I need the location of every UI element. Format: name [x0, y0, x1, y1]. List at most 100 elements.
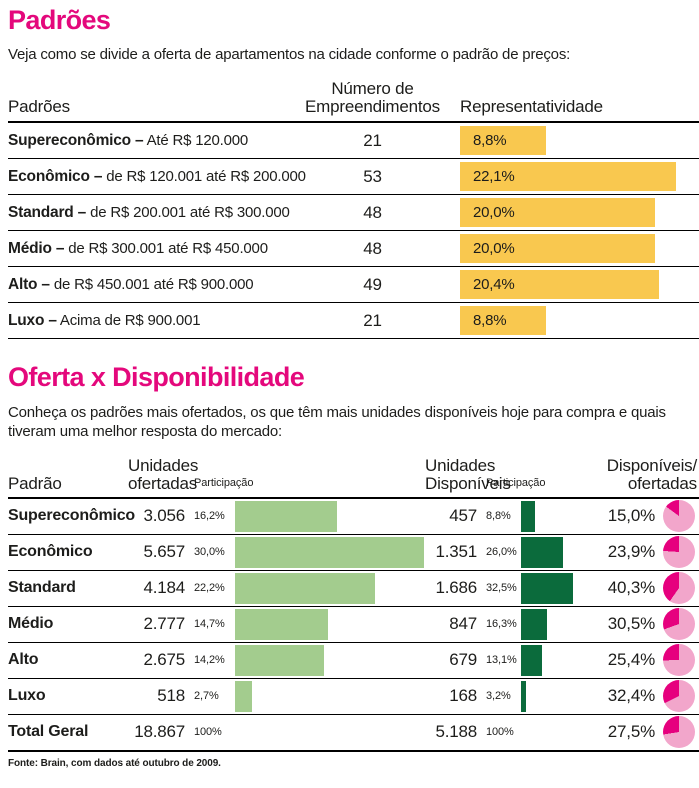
row-label: Standard	[8, 579, 76, 597]
offered-bar-cell	[235, 500, 425, 532]
padroes-row: Alto – de R$ 450.001 até R$ 900.000 49 20,…	[8, 267, 699, 304]
ratio-pie	[663, 608, 695, 641]
representatividade-value: 20,0%	[473, 204, 515, 222]
available-units: 168	[449, 686, 477, 706]
oferta-table: Padrão Unidades ofertadas Participação U…	[8, 455, 699, 750]
representatividade-cell: 20,4%	[460, 270, 699, 300]
padrao-label-range: Acima de R$ 900.001	[56, 311, 201, 329]
padrao-label-range: de R$ 450.001 até R$ 900.000	[49, 275, 254, 293]
padrao-label-name: Luxo –	[8, 311, 57, 329]
offered-units: 2.777	[143, 614, 185, 634]
offered-units: 3.056	[143, 506, 185, 526]
padroes-header-representatividade: Representatividade	[460, 97, 603, 117]
padrao-label: Alto – de R$ 450.001 até R$ 900.000	[8, 276, 285, 294]
available-bar	[521, 680, 526, 712]
empreendimentos-count: 48	[363, 238, 382, 258]
available-units: 457	[449, 506, 477, 526]
available-units: 847	[449, 614, 477, 634]
oferta-row: Luxo 518 2,7% 168 3,2% 32,4%	[8, 679, 699, 715]
offered-units: 518	[157, 686, 185, 706]
representatividade-cell: 20,0%	[460, 234, 699, 264]
ratio-pie-cell	[655, 680, 699, 713]
padroes-header-row: Padrões Número de Empreendimentos Repres…	[8, 80, 699, 124]
offered-share: 30,0%	[194, 546, 225, 559]
available-share: 32,5%	[486, 582, 517, 595]
padrao-label-range: de R$ 200.001 até R$ 300.000	[86, 203, 290, 221]
ratio-pie-cell	[655, 572, 699, 605]
available-units: 5.188	[435, 722, 477, 742]
ratio-value: 27,5%	[607, 722, 655, 742]
offered-units: 2.675	[143, 650, 185, 670]
section-padroes: Padrões Veja como se divide a oferta de …	[8, 6, 699, 340]
available-share: 16,3%	[486, 618, 517, 631]
available-bar-cell	[521, 572, 580, 604]
representatividade-value: 20,0%	[473, 240, 515, 258]
ratio-pie	[663, 500, 695, 533]
padroes-row: Supereconômico – Até R$ 120.000 21 8,8%	[8, 123, 699, 160]
offered-bar-cell	[235, 536, 425, 568]
offered-share: 100%	[194, 726, 222, 739]
row-label: Alto	[8, 651, 39, 669]
offered-bar-cell	[235, 680, 425, 712]
empreendimentos-count: 53	[363, 166, 382, 186]
offered-bar	[235, 500, 337, 532]
representatividade-cell: 22,1%	[460, 162, 699, 192]
row-label: Luxo	[8, 687, 46, 705]
available-bar-cell	[521, 680, 580, 712]
row-label: Supereconômico	[8, 507, 136, 525]
padrao-label-name: Médio –	[8, 239, 65, 257]
representatividade-value: 22,1%	[473, 168, 515, 186]
ratio-pie-cell	[655, 716, 699, 749]
ratio-pie	[663, 716, 695, 749]
oferta-row: Médio 2.777 14,7% 847 16,3% 30,5%	[8, 607, 699, 643]
padrao-label-name: Econômico –	[8, 167, 103, 185]
offered-share: 22,2%	[194, 582, 225, 595]
ratio-value: 23,9%	[607, 542, 655, 562]
available-bar	[521, 500, 535, 532]
empreendimentos-count: 21	[363, 310, 382, 330]
representatividade-value: 20,4%	[473, 276, 515, 294]
padroes-row: Econômico – de R$ 120.001 até R$ 200.000…	[8, 159, 699, 196]
offered-units: 18.867	[134, 722, 185, 742]
oferta-total-row: Total Geral 18.867 100% 5.188 100% 27,5%	[8, 715, 699, 750]
ratio-value: 25,4%	[607, 650, 655, 670]
available-share: 13,1%	[486, 654, 517, 667]
ratio-pie	[663, 680, 695, 713]
row-label: Econômico	[8, 543, 93, 561]
padroes-rows: Supereconômico – Até R$ 120.000 21 8,8% Eco…	[8, 123, 699, 340]
section-oferta: Oferta x Disponibilidade Conheça os padr…	[8, 362, 699, 769]
padroes-row: Standard – de R$ 200.001 até R$ 300.000 4…	[8, 195, 699, 232]
oferta-header-unidades-disponiveis: Unidades Disponíveis	[425, 455, 511, 493]
ratio-pie-cell	[655, 608, 699, 641]
representatividade-bar: 8,8%	[460, 306, 546, 336]
offered-bar-cell	[235, 608, 425, 640]
oferta-header-disponiveis-ofertadas: Disponíveis/ ofertadas	[606, 455, 697, 493]
available-bar-cell	[521, 536, 580, 568]
oferta-row: Supereconômico 3.056 16,2% 457 8,8% 15,0%	[8, 499, 699, 535]
offered-bar	[235, 572, 375, 604]
offered-share: 2,7%	[194, 690, 219, 703]
representatividade-bar: 8,8%	[460, 126, 546, 156]
oferta-header-unidades-ofertadas: Unidades ofertadas	[128, 455, 199, 493]
available-units: 679	[449, 650, 477, 670]
padrao-label-name: Alto –	[8, 275, 50, 293]
oferta-title: Oferta x Disponibilidade	[8, 362, 305, 393]
padrao-label-range: Até R$ 120.000	[143, 131, 249, 149]
padroes-subtitle: Veja como se divide a oferta de apartame…	[8, 46, 571, 64]
available-bar	[521, 644, 542, 676]
padrao-label: Médio – de R$ 300.001 até R$ 450.000	[8, 240, 285, 258]
representatividade-value: 8,8%	[473, 312, 507, 330]
representatividade-cell: 8,8%	[460, 126, 699, 156]
offered-bar-cell	[235, 644, 425, 676]
oferta-header-row: Padrão Unidades ofertadas Participação U…	[8, 455, 699, 499]
padrao-label-range: de R$ 300.001 até R$ 450.000	[64, 239, 268, 257]
ratio-value: 15,0%	[607, 506, 655, 526]
padroes-row: Médio – de R$ 300.001 até R$ 450.000 48 20…	[8, 231, 699, 268]
footer-source: Fonte: Brain, com dados até outubro de 2…	[8, 749, 699, 769]
available-units: 1.686	[435, 578, 477, 598]
oferta-header-participacao-disponiveis: Participação	[486, 476, 546, 489]
ratio-pie-cell	[655, 536, 699, 569]
available-share: 26,0%	[486, 546, 517, 559]
padrao-label-name: Standard –	[8, 203, 87, 221]
